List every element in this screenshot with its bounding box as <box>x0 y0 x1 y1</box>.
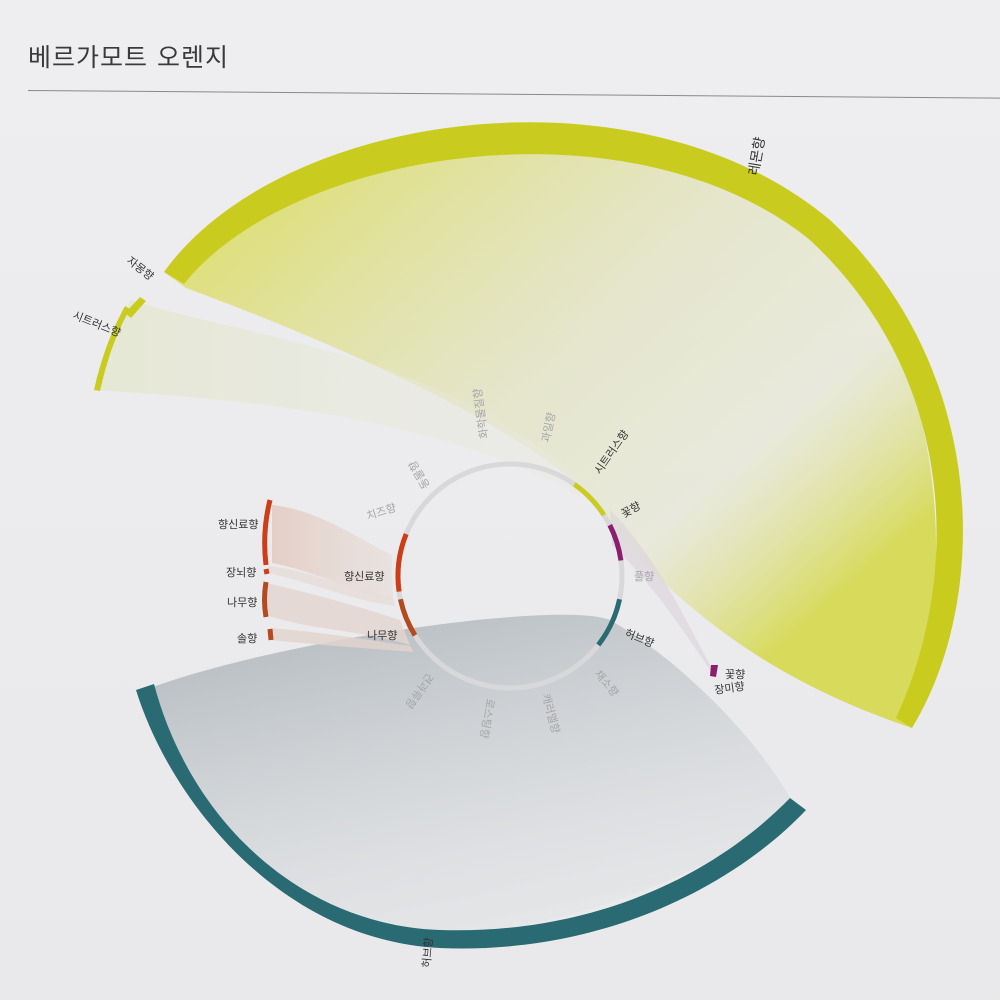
outer-label-flower: 꽃향 <box>725 668 745 681</box>
inner-label: 치즈향 <box>365 501 398 523</box>
outer-label-herb: 허브향 <box>420 937 436 968</box>
grapefruit-node-arc <box>125 297 146 318</box>
camphor-flow <box>268 566 395 606</box>
outer-label-citrus: 시트러스향 <box>71 309 123 340</box>
camphor-node-arc <box>263 568 270 575</box>
spice-flow <box>272 505 393 600</box>
inner-label: 동물향 <box>406 458 432 491</box>
inner-label: 과일향 <box>538 411 558 444</box>
outer-label-spice: 향신료향 <box>218 518 258 531</box>
inner-label: 나무향 <box>367 629 397 642</box>
wood-node-arc <box>262 581 269 618</box>
outer-label-grapefruit: 자몽향 <box>124 254 156 283</box>
outer-label-lemon: 레몬향 <box>746 136 768 177</box>
outer-label-rose: 장미향 <box>714 680 746 697</box>
citrus-flow <box>94 300 585 500</box>
spice-node-arc <box>262 499 273 566</box>
lemon-flow <box>164 135 937 728</box>
outer-label-pine: 솔향 <box>237 632 257 645</box>
inner-ring <box>395 461 625 691</box>
pine-flow <box>270 628 414 652</box>
outer-label-camphor: 장뇌향 <box>226 566 256 579</box>
inner-ring-segment <box>572 482 607 517</box>
pine-node-arc <box>267 628 274 641</box>
inner-ring-segment <box>398 598 418 637</box>
inner-ring-segment <box>607 524 624 561</box>
outer-label-wood: 나무향 <box>227 596 257 609</box>
rose-node-arc <box>710 665 718 677</box>
inner-ring-segment <box>395 533 409 592</box>
inner-ring-segment <box>596 598 622 647</box>
wood-flow <box>266 583 410 645</box>
inner-label: 풀향 <box>634 570 654 583</box>
citrus-node-arc <box>94 306 130 391</box>
rose-flow <box>610 510 714 676</box>
page-title: 베르가모트 오렌지 <box>28 43 229 72</box>
inner-label: 향신료향 <box>344 570 384 583</box>
herb-flow <box>150 614 796 935</box>
